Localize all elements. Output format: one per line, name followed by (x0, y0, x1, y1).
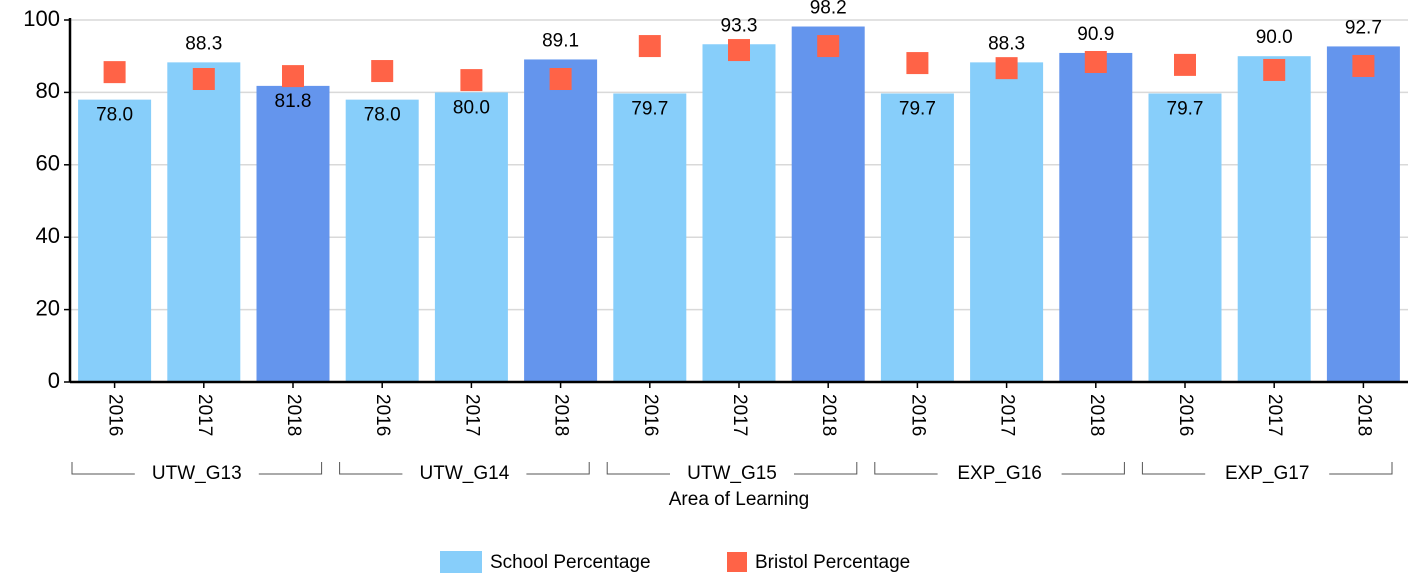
bar (1237, 56, 1311, 382)
bar (256, 85, 330, 382)
x-tick-label: 2016 (907, 394, 928, 436)
group-label: UTW_G15 (687, 463, 777, 484)
data-label: 79.7 (1167, 99, 1204, 120)
group-label: EXP_G17 (1225, 463, 1310, 484)
legend-swatch (440, 551, 482, 573)
y-tick-label: 60 (36, 151, 60, 176)
marker (103, 61, 126, 84)
bar (524, 59, 598, 382)
data-label: 80.0 (453, 97, 490, 118)
x-tick-label: 2017 (194, 394, 215, 436)
x-tick-label: 2016 (640, 394, 661, 436)
bar (880, 93, 954, 383)
legend-swatch (727, 552, 747, 572)
bar (613, 93, 687, 383)
bar (1059, 52, 1133, 382)
data-label: 78.0 (364, 105, 401, 126)
marker (549, 68, 572, 91)
bar (434, 92, 508, 383)
data-label: 98.2 (810, 0, 847, 19)
data-label: 88.3 (988, 33, 1025, 54)
bar (1148, 93, 1222, 383)
x-tick-label: 2017 (1264, 394, 1285, 436)
marker (906, 52, 929, 75)
data-label: 88.3 (185, 33, 222, 54)
group-label: EXP_G16 (957, 463, 1042, 484)
marker (1084, 50, 1107, 73)
marker (192, 68, 215, 91)
y-tick-label: 100 (23, 6, 60, 31)
x-tick-label: 2017 (729, 394, 750, 436)
x-tick-label: 2017 (997, 394, 1018, 436)
marker (817, 35, 840, 58)
marker (282, 65, 304, 88)
legend-label: Bristol Percentage (755, 552, 910, 573)
data-label: 90.9 (1077, 24, 1114, 45)
y-tick-label: 80 (36, 78, 60, 103)
x-tick-label: 2018 (551, 394, 572, 436)
marker (371, 60, 394, 83)
bar (702, 44, 776, 383)
bar (1326, 46, 1400, 383)
marker (460, 69, 483, 92)
x-tick-label: 2016 (105, 394, 126, 436)
bar (791, 26, 865, 383)
marker (1174, 53, 1196, 76)
group-bracket (606, 462, 858, 475)
group-bracket (71, 462, 323, 475)
y-tick-label: 40 (36, 223, 60, 248)
x-tick-label: 2016 (1175, 394, 1196, 436)
marker (1263, 58, 1286, 81)
data-label: 81.8 (275, 91, 312, 112)
marker (638, 35, 661, 58)
data-label: 90.0 (1256, 27, 1293, 48)
x-tick-label: 2018 (1086, 394, 1107, 436)
group-bracket (1141, 462, 1393, 475)
x-tick-label: 2018 (818, 394, 839, 436)
data-label: 79.7 (899, 99, 936, 120)
group-label: UTW_G13 (152, 463, 242, 484)
x-tick-label: 2018 (283, 394, 304, 436)
data-label: 79.7 (631, 99, 668, 120)
group-bracket (339, 462, 590, 475)
x-tick-label: 2018 (1353, 394, 1374, 436)
group-bracket (874, 462, 1125, 475)
y-tick-label: 0 (48, 368, 60, 393)
x-tick-label: 2017 (461, 394, 482, 436)
x-tick-label: 2016 (372, 394, 393, 436)
group-label: UTW_G14 (420, 463, 510, 484)
data-label: 92.7 (1345, 17, 1382, 38)
bar (970, 62, 1044, 382)
legend-label: School Percentage (490, 552, 651, 573)
data-label: 89.1 (542, 30, 579, 51)
marker (995, 57, 1018, 80)
bar (167, 62, 241, 382)
data-label: 93.3 (721, 15, 758, 36)
marker (728, 39, 750, 62)
marker (1352, 54, 1375, 77)
bar (78, 99, 152, 382)
data-label: 78.0 (96, 105, 133, 126)
bar (345, 99, 419, 382)
x-axis-label: Area of Learning (669, 489, 810, 510)
y-tick-label: 20 (36, 295, 60, 320)
